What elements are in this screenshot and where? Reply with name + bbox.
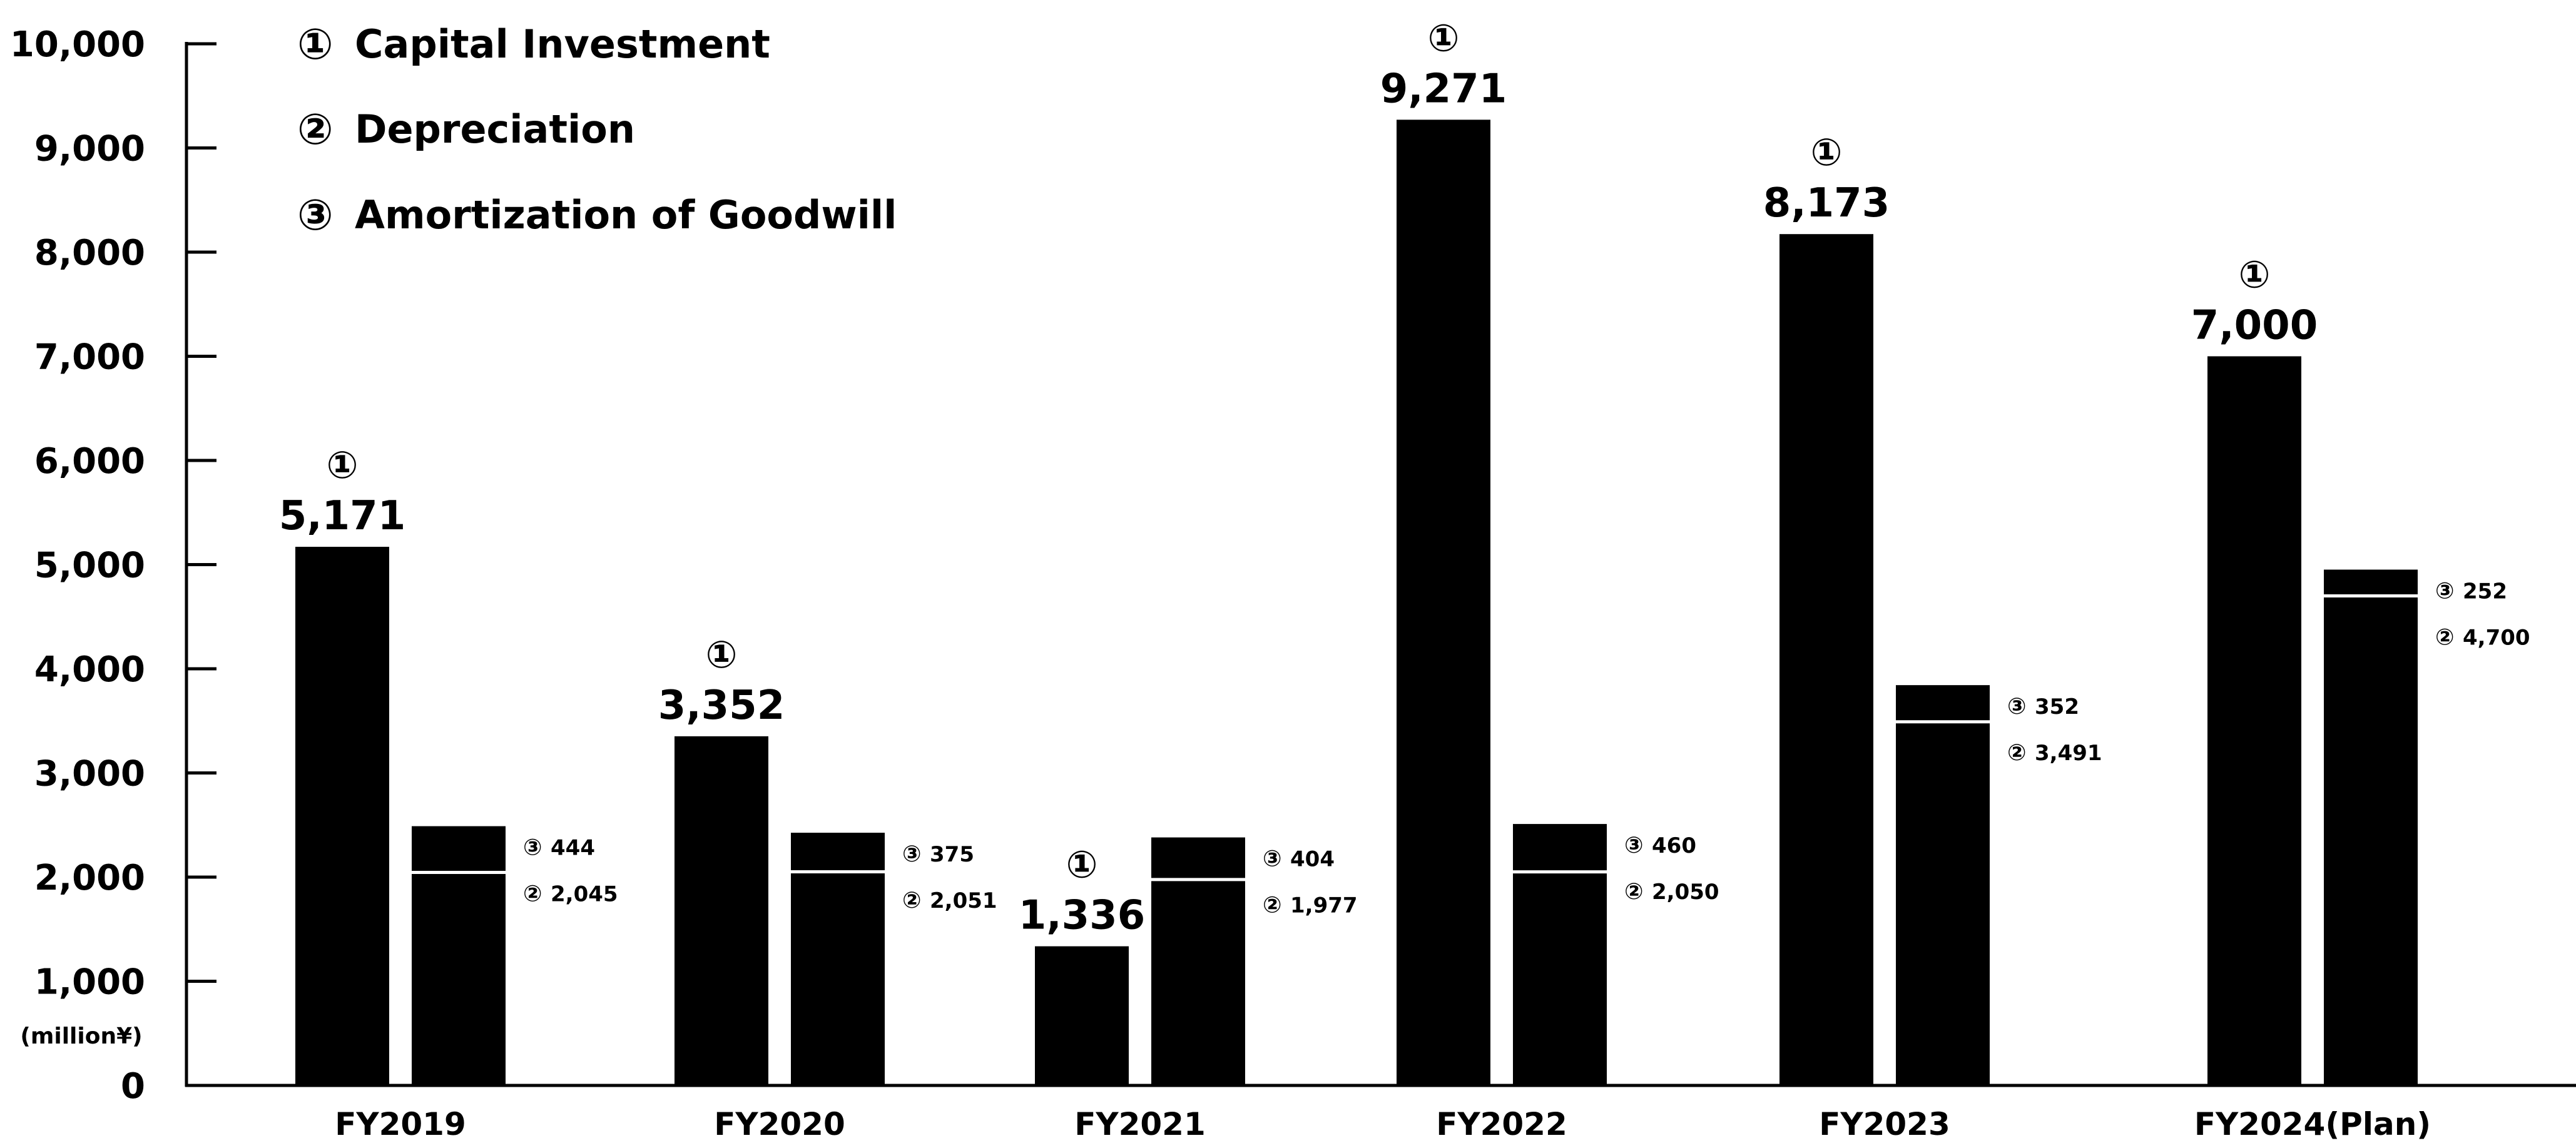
legend-marker: ② — [297, 105, 333, 155]
goodwill-amortization-segment — [1513, 824, 1607, 872]
y-tick-label: 5,000 — [34, 546, 145, 586]
goodwill-amortization-value-label: 375 — [930, 842, 974, 867]
depreciation-marker: ② — [2435, 624, 2454, 650]
goodwill-amortization-value-label: 404 — [1290, 847, 1335, 872]
goodwill-amortization-segment — [2324, 569, 2418, 596]
goodwill-amortization-marker: ③ — [523, 835, 542, 861]
depreciation-value-label: 1,977 — [1290, 893, 1358, 918]
capital-investment-bar — [675, 736, 768, 1085]
capital-investment-value-label: 5,171 — [279, 493, 405, 539]
depreciation-marker: ② — [1624, 879, 1643, 905]
legend-label: Depreciation — [355, 106, 635, 152]
y-tick-label: 10,000 — [10, 24, 145, 65]
x-category-label: FY2021 — [1074, 1106, 1206, 1142]
capital-investment-marker: ① — [1066, 843, 1098, 887]
legend-label: Capital Investment — [355, 21, 770, 67]
goodwill-amortization-segment — [1896, 685, 1990, 722]
depreciation-value-label: 3,491 — [2035, 741, 2102, 766]
capital-investment-value-label: 8,173 — [1763, 180, 1890, 226]
depreciation-segment — [2324, 596, 2418, 1085]
depreciation-marker: ② — [902, 888, 921, 913]
capital-investment-value-label: 3,352 — [658, 683, 785, 729]
depreciation-marker: ② — [2007, 740, 2026, 766]
depreciation-marker: ② — [1263, 893, 1281, 918]
depreciation-segment — [1896, 721, 1990, 1085]
depreciation-segment — [412, 872, 506, 1085]
capital-investment-marker: ① — [2239, 253, 2271, 297]
y-tick-label: 6,000 — [34, 441, 145, 482]
y-tick-label: 2,000 — [34, 858, 145, 898]
x-category-label: FY2019 — [335, 1106, 466, 1142]
capital-investment-marker: ① — [1811, 131, 1843, 175]
capital-investment-bar — [2207, 356, 2301, 1085]
goodwill-amortization-value-label: 460 — [1652, 833, 1696, 858]
x-category-label: FY2020 — [714, 1106, 845, 1142]
depreciation-value-label: 4,700 — [2463, 625, 2530, 650]
x-category-label: FY2024(Plan) — [2194, 1106, 2431, 1142]
legend-marker: ① — [297, 20, 333, 69]
legend-marker: ③ — [297, 191, 333, 240]
goodwill-amortization-marker: ③ — [2007, 694, 2026, 719]
capital-investment-bar — [295, 547, 389, 1085]
capital-investment-bar — [1035, 946, 1129, 1085]
capital-investment-value-label: 9,271 — [1380, 66, 1507, 112]
goodwill-amortization-marker: ③ — [1624, 833, 1643, 858]
depreciation-segment — [1513, 871, 1607, 1085]
capital-investment-marker: ① — [706, 633, 738, 677]
capital-investment-marker: ① — [1428, 16, 1460, 60]
goodwill-amortization-value-label: 444 — [551, 836, 595, 861]
x-category-label: FY2023 — [1819, 1106, 1950, 1142]
depreciation-segment — [1151, 879, 1245, 1085]
depreciation-marker: ② — [523, 881, 542, 907]
depreciation-value-label: 2,050 — [1652, 880, 1719, 905]
y-unit-label: (million¥) — [20, 1024, 142, 1049]
capital-investment-bar — [1779, 234, 1873, 1085]
capital-investment-value-label: 1,336 — [1019, 893, 1145, 939]
y-tick-label: 9,000 — [34, 129, 145, 170]
y-tick-label: 7,000 — [34, 337, 145, 378]
goodwill-amortization-segment — [412, 826, 506, 873]
capital-investment-marker: ① — [327, 444, 359, 487]
capital-investment-bar — [1397, 119, 1490, 1085]
y-tick-label: 4,000 — [34, 649, 145, 690]
y-tick-label: 1,000 — [34, 962, 145, 1003]
goodwill-amortization-value-label: 352 — [2035, 694, 2079, 719]
y-tick-label: 3,000 — [34, 754, 145, 795]
goodwill-amortization-marker: ③ — [902, 841, 921, 867]
y-tick-label: 8,000 — [34, 233, 145, 273]
goodwill-amortization-value-label: 252 — [2463, 579, 2507, 604]
depreciation-segment — [791, 871, 885, 1085]
goodwill-amortization-marker: ③ — [2435, 578, 2454, 604]
capital-investment-value-label: 7,000 — [2191, 303, 2318, 349]
legend-label: Amortization of Goodwill — [355, 192, 897, 238]
y-tick-label: 0 — [121, 1066, 145, 1107]
depreciation-value-label: 2,051 — [930, 888, 997, 913]
depreciation-value-label: 2,045 — [551, 882, 618, 907]
goodwill-amortization-marker: ③ — [1263, 846, 1281, 872]
goodwill-amortization-segment — [1151, 837, 1245, 880]
goodwill-amortization-segment — [791, 833, 885, 872]
x-category-label: FY2022 — [1436, 1106, 1567, 1142]
